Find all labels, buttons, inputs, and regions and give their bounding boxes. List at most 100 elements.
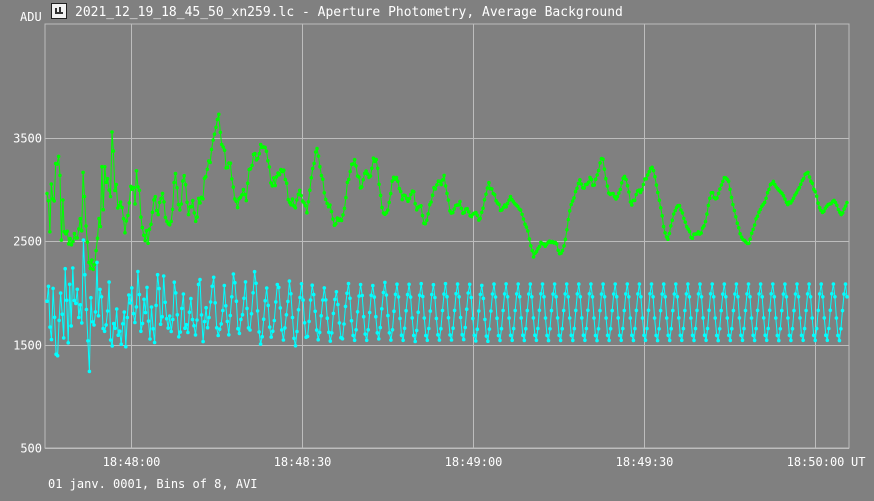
data-point — [358, 282, 363, 287]
data-point — [640, 187, 644, 192]
data-point — [90, 258, 94, 262]
data-point — [104, 323, 108, 327]
data-point — [827, 326, 831, 331]
data-point — [230, 295, 234, 299]
data-point — [164, 316, 169, 321]
data-point — [99, 295, 104, 299]
data-point — [654, 333, 658, 338]
data-point — [842, 207, 846, 211]
data-point — [318, 164, 322, 169]
data-point — [258, 142, 263, 147]
window-title: 2021_12_19_18_45_50_xn259.lc - Aperture … — [75, 5, 623, 20]
data-point — [271, 176, 276, 180]
data-point — [728, 187, 732, 192]
data-point — [88, 266, 93, 271]
data-point — [504, 205, 509, 209]
data-point — [123, 230, 127, 235]
data-point — [548, 327, 552, 331]
data-point — [354, 328, 358, 332]
data-point — [364, 338, 369, 343]
data-point — [351, 162, 355, 166]
series-1 — [45, 112, 849, 272]
data-point — [172, 180, 176, 185]
data-point — [582, 186, 586, 190]
data-point — [303, 203, 308, 208]
data-point — [371, 283, 375, 288]
data-point — [111, 321, 116, 326]
data-point — [567, 316, 572, 320]
data-point — [783, 282, 787, 286]
data-point — [795, 282, 799, 286]
data-point — [687, 229, 692, 234]
data-point — [102, 329, 107, 334]
data-point — [471, 316, 475, 321]
data-point — [475, 213, 480, 218]
data-point — [296, 192, 301, 197]
data-point — [483, 317, 487, 322]
data-point — [554, 242, 559, 246]
data-point — [75, 236, 80, 240]
data-point — [730, 326, 734, 331]
data-point — [758, 282, 763, 286]
data-point — [439, 326, 443, 331]
data-point — [136, 185, 140, 189]
data-point — [530, 248, 534, 253]
data-point — [481, 206, 485, 210]
series-line — [46, 239, 848, 372]
data-point — [93, 310, 98, 314]
data-point — [653, 174, 657, 179]
data-point — [72, 298, 77, 303]
data-point — [460, 332, 465, 337]
data-point — [658, 308, 663, 313]
data-point — [319, 173, 324, 178]
data-point — [732, 208, 737, 213]
data-point — [599, 292, 604, 296]
data-point — [507, 198, 511, 202]
data-point — [531, 316, 536, 320]
data-point — [405, 292, 410, 297]
data-point — [315, 146, 319, 151]
data-point — [430, 193, 435, 197]
data-point — [340, 337, 345, 341]
data-point — [465, 206, 470, 211]
data-point — [154, 303, 158, 308]
data-point — [224, 304, 228, 308]
data-point — [306, 200, 311, 204]
data-point — [260, 334, 265, 339]
data-point — [584, 326, 589, 331]
data-point — [459, 206, 464, 211]
data-point — [403, 193, 407, 198]
data-point — [330, 331, 334, 335]
data-point — [80, 321, 84, 325]
data-point — [760, 295, 764, 299]
data-point — [487, 180, 491, 185]
data-point — [719, 308, 723, 313]
data-point — [628, 200, 633, 204]
data-point — [517, 294, 522, 299]
data-point — [566, 217, 571, 222]
data-point — [810, 316, 814, 320]
data-point — [645, 173, 650, 177]
lightcurve-app-icon[interactable] — [51, 3, 67, 19]
data-point — [764, 196, 768, 201]
data-point — [669, 326, 673, 331]
data-point — [821, 295, 825, 299]
data-point — [514, 292, 519, 296]
data-point — [218, 130, 223, 135]
data-point — [189, 204, 194, 209]
data-point — [254, 281, 258, 286]
data-point — [425, 338, 430, 343]
data-point — [360, 185, 364, 189]
data-point — [210, 284, 214, 289]
data-point — [208, 160, 212, 165]
data-point — [116, 333, 120, 338]
data-point — [639, 295, 643, 299]
data-point — [421, 294, 425, 299]
data-point — [275, 282, 280, 287]
data-point — [698, 282, 702, 286]
data-point — [808, 295, 813, 299]
data-point — [771, 179, 776, 184]
data-point — [774, 316, 778, 320]
data-point — [372, 295, 377, 299]
data-point — [811, 333, 816, 338]
